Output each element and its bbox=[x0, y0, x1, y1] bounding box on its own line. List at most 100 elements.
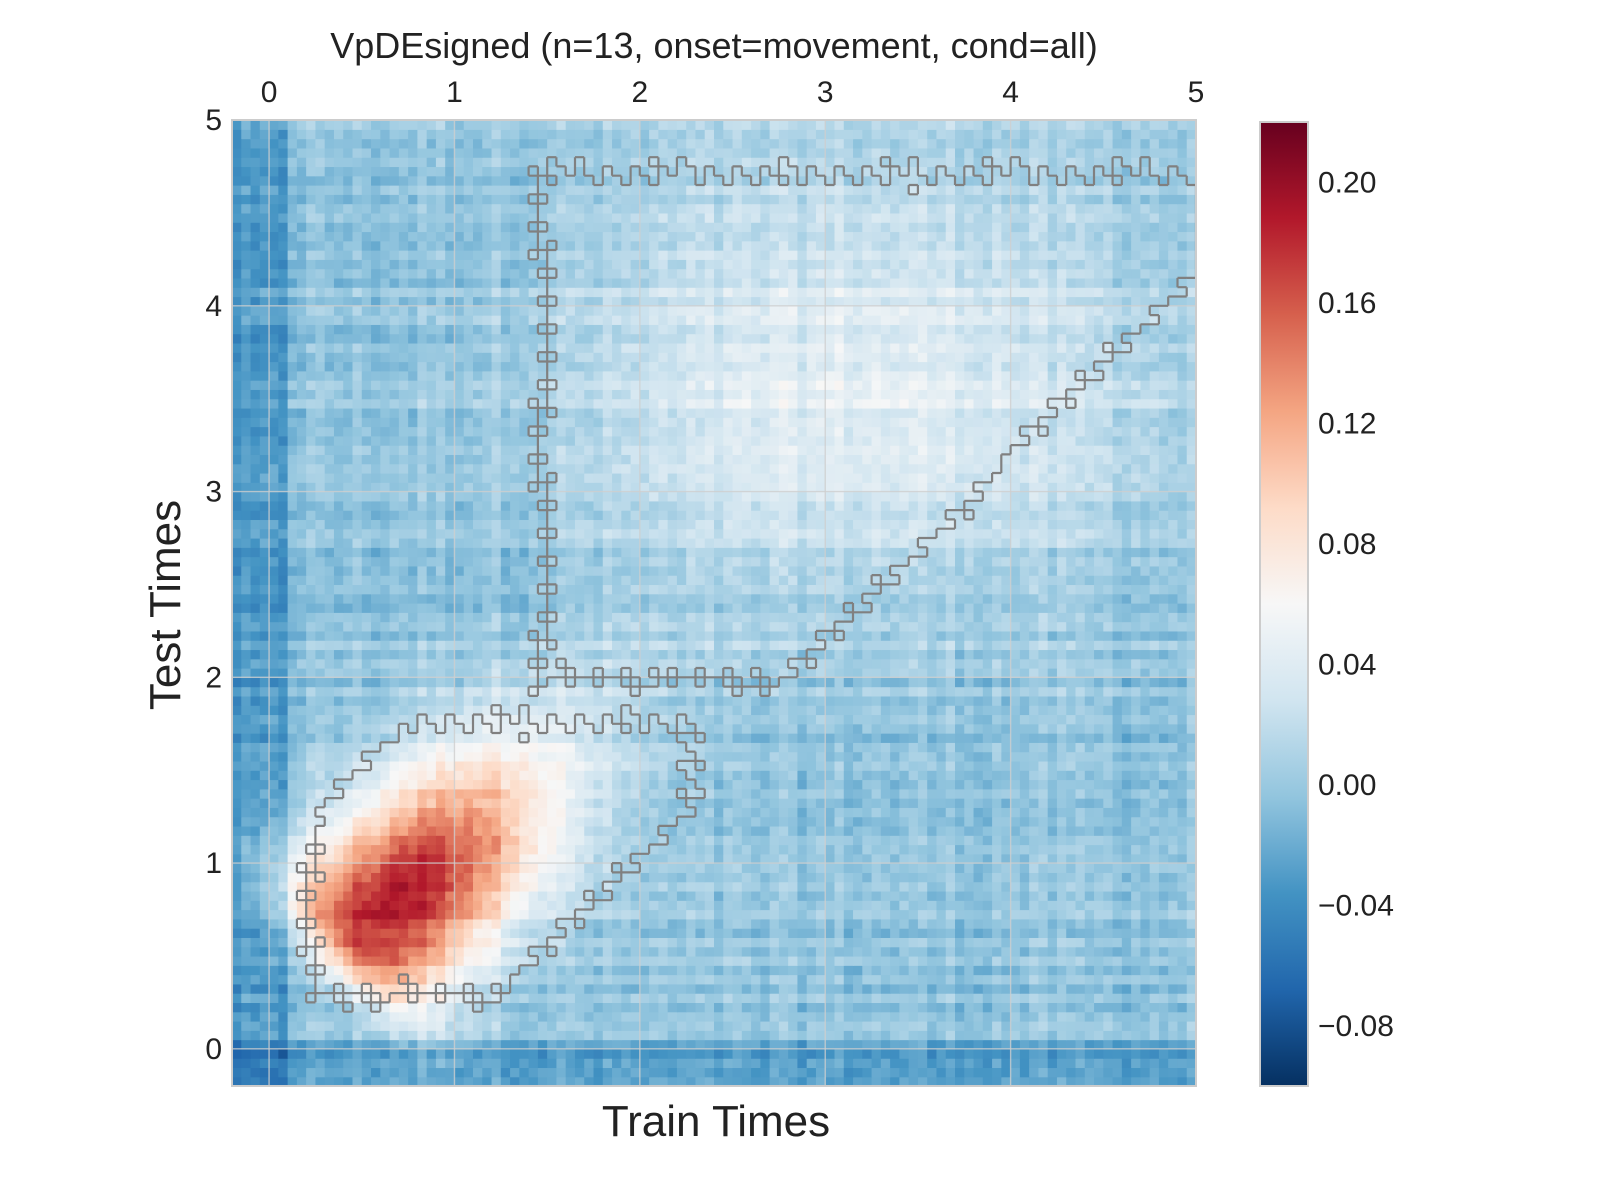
heatmap-cell bbox=[1186, 983, 1196, 994]
heatmap-cell bbox=[361, 937, 372, 948]
heatmap-cell bbox=[760, 1039, 771, 1050]
heatmap-cell bbox=[584, 649, 595, 660]
heatmap-cell bbox=[556, 844, 567, 855]
heatmap-cell bbox=[259, 1002, 270, 1013]
heatmap-cell bbox=[510, 649, 520, 660]
heatmap-cell bbox=[695, 1002, 706, 1013]
heatmap-cell bbox=[389, 742, 400, 753]
heatmap-cell bbox=[1186, 788, 1196, 799]
heatmap-cell bbox=[964, 779, 975, 790]
heatmap-cell bbox=[287, 668, 298, 678]
heatmap-cell bbox=[343, 863, 354, 873]
heatmap-cell bbox=[278, 668, 289, 678]
heatmap-cell bbox=[278, 918, 289, 929]
heatmap-cell bbox=[250, 993, 261, 1004]
heatmap-cell bbox=[908, 946, 919, 957]
heatmap-cell bbox=[649, 946, 659, 957]
heatmap-cell bbox=[917, 993, 928, 1004]
heatmap-cell bbox=[398, 658, 409, 669]
heatmap-cell bbox=[612, 918, 622, 929]
heatmap-cell bbox=[1103, 723, 1114, 734]
heatmap-cell bbox=[1038, 760, 1049, 771]
heatmap-cell bbox=[862, 677, 873, 688]
heatmap-cell bbox=[500, 993, 511, 1004]
heatmap-cell bbox=[408, 714, 418, 725]
heatmap-cell bbox=[593, 788, 604, 799]
heatmap-cell bbox=[778, 1002, 789, 1013]
heatmap-cell bbox=[1103, 993, 1114, 1004]
heatmap-cell bbox=[361, 816, 372, 827]
heatmap-cell bbox=[510, 825, 520, 836]
heatmap-cell bbox=[241, 918, 252, 929]
heatmap-cell bbox=[649, 770, 659, 781]
heatmap-cell bbox=[1112, 798, 1123, 808]
heatmap-cell bbox=[751, 788, 761, 799]
heatmap-cell bbox=[778, 1048, 789, 1059]
heatmap-cell bbox=[890, 807, 900, 818]
heatmap-cell bbox=[398, 788, 409, 799]
heatmap-cell bbox=[1112, 649, 1123, 660]
heatmap-cell bbox=[1177, 640, 1188, 651]
heatmap-cell bbox=[324, 825, 335, 836]
heatmap-cell bbox=[463, 937, 474, 948]
heatmap-cell bbox=[880, 844, 891, 855]
heatmap-cell bbox=[445, 649, 456, 660]
heatmap-cell bbox=[667, 1011, 678, 1022]
heatmap-cell bbox=[982, 853, 993, 864]
heatmap-cell bbox=[491, 900, 502, 911]
heatmap-cell bbox=[241, 640, 252, 651]
heatmap-cell bbox=[667, 918, 678, 929]
heatmap-cell bbox=[445, 677, 456, 688]
heatmap-cell bbox=[612, 872, 622, 883]
heatmap-cell bbox=[899, 751, 910, 762]
heatmap-cell bbox=[537, 1076, 548, 1086]
heatmap-cell bbox=[936, 798, 947, 808]
heatmap-cell bbox=[296, 742, 307, 753]
heatmap-cell bbox=[435, 909, 446, 920]
heatmap-cell bbox=[936, 937, 947, 948]
heatmap-cell bbox=[398, 965, 409, 976]
heatmap-cell bbox=[973, 760, 984, 771]
heatmap-cell bbox=[815, 1076, 826, 1086]
heatmap-cell bbox=[788, 993, 799, 1004]
heatmap-cell bbox=[574, 714, 585, 725]
heatmap-cell bbox=[435, 974, 446, 985]
heatmap-cell bbox=[797, 770, 808, 781]
heatmap-cell bbox=[714, 993, 724, 1004]
heatmap-cell bbox=[445, 853, 456, 864]
heatmap-cell bbox=[806, 835, 817, 846]
heatmap-cell bbox=[361, 853, 372, 864]
heatmap-cell bbox=[1019, 807, 1030, 818]
heatmap-cell bbox=[547, 1058, 558, 1069]
heatmap-cell bbox=[751, 881, 761, 892]
heatmap-cell bbox=[751, 918, 761, 929]
heatmap-cell bbox=[890, 1076, 900, 1086]
heatmap-cell bbox=[769, 733, 780, 743]
heatmap-cell bbox=[296, 993, 307, 1004]
heatmap-cell bbox=[760, 1067, 771, 1078]
heatmap-cell bbox=[760, 1048, 771, 1059]
heatmap-cell bbox=[1131, 1067, 1141, 1078]
heatmap-cell bbox=[1001, 909, 1012, 920]
heatmap-cell bbox=[232, 649, 242, 660]
heatmap-cell bbox=[880, 1048, 891, 1059]
heatmap-cell bbox=[371, 705, 381, 716]
heatmap-cell bbox=[1149, 1011, 1160, 1022]
heatmap-cell bbox=[788, 928, 799, 938]
heatmap-cell bbox=[890, 649, 900, 660]
heatmap-cell bbox=[491, 1048, 502, 1059]
heatmap-cell bbox=[732, 1011, 743, 1022]
heatmap-cell bbox=[1131, 955, 1141, 966]
heatmap-cell bbox=[482, 686, 493, 697]
heatmap-cell bbox=[769, 1030, 780, 1041]
heatmap-cell bbox=[417, 816, 428, 827]
heatmap-cell bbox=[547, 1076, 558, 1086]
heatmap-cell bbox=[269, 640, 279, 651]
heatmap-cell bbox=[769, 844, 780, 855]
heatmap-cell bbox=[547, 835, 558, 846]
heatmap-cell bbox=[352, 640, 363, 651]
heatmap-cell bbox=[482, 658, 493, 669]
heatmap-cell bbox=[936, 1002, 947, 1013]
heatmap-cell bbox=[352, 1076, 363, 1086]
heatmap-cell bbox=[547, 816, 558, 827]
